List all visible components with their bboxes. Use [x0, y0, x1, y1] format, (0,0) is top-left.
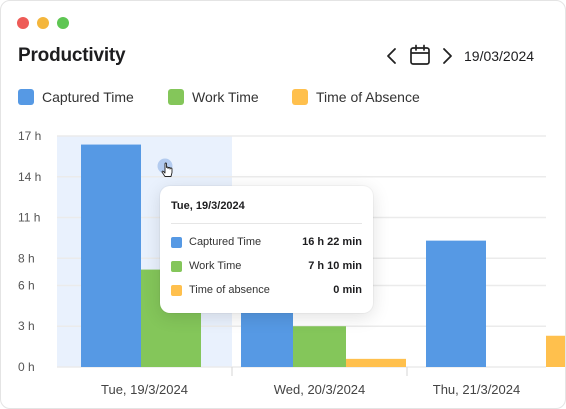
legend-label: Time of Absence	[316, 89, 420, 105]
chevron-left-icon[interactable]	[385, 46, 399, 66]
tooltip-row-work-time: Work Time 7 h 10 min	[171, 260, 362, 274]
bar-time-of-absence	[546, 335, 565, 367]
y-tick-label: 14 h	[18, 170, 41, 184]
y-tick-label: 11 h	[18, 211, 40, 225]
bar-captured-time	[426, 240, 486, 367]
legend-item-work-time[interactable]: Work Time	[168, 89, 259, 105]
x-tick-label: Wed, 20/3/2024	[274, 382, 366, 397]
close-window-button[interactable]	[17, 17, 29, 29]
tooltip-row-value: 16 h 22 min	[302, 236, 362, 248]
bar-work-time	[293, 326, 346, 367]
y-tick-label: 8 h	[18, 251, 35, 265]
legend-swatch	[18, 89, 34, 105]
x-tick-label: Thu, 21/3/2024	[433, 382, 520, 397]
tooltip-divider	[171, 223, 362, 224]
maximize-window-button[interactable]	[57, 17, 69, 29]
tooltip-row-time-of-absence: Time of absence 0 min	[171, 284, 362, 298]
tooltip-row-captured-time: Captured Time 16 h 22 min	[171, 236, 362, 250]
x-tick-label: Tue, 19/3/2024	[101, 382, 188, 397]
y-tick-label: 0 h	[18, 360, 35, 374]
bar-captured-time	[241, 312, 293, 367]
minimize-window-button[interactable]	[37, 17, 49, 29]
selected-date: 19/03/2024	[464, 48, 535, 64]
page-title: Productivity	[18, 45, 126, 66]
legend-swatch	[168, 89, 184, 105]
tooltip-row-label: Captured Time	[189, 236, 262, 248]
legend-label: Work Time	[192, 89, 259, 105]
tooltip-row-label: Time of absence	[189, 284, 270, 296]
tooltip-row-value: 7 h 10 min	[308, 260, 362, 272]
hand-pointer-cursor-icon	[157, 158, 173, 177]
tooltip-swatch	[171, 237, 182, 248]
legend-swatch	[292, 89, 308, 105]
tooltip-title: Tue, 19/3/2024	[171, 200, 245, 212]
y-tick-label: 17 h	[18, 129, 41, 143]
y-tick-label: 6 h	[18, 278, 35, 292]
bar-time-of-absence	[346, 358, 406, 367]
tooltip-row-value: 0 min	[333, 284, 362, 296]
calendar-icon[interactable]	[409, 44, 431, 66]
y-tick-label: 3 h	[18, 319, 35, 333]
tooltip-row-label: Work Time	[189, 260, 242, 272]
legend-label: Captured Time	[42, 89, 134, 105]
legend-item-captured-time[interactable]: Captured Time	[18, 89, 134, 105]
legend-item-time-of-absence[interactable]: Time of Absence	[292, 89, 420, 105]
tooltip-swatch	[171, 285, 182, 296]
chevron-right-icon[interactable]	[440, 46, 454, 66]
chart-tooltip: Tue, 19/3/2024 Captured Time 16 h 22 min…	[160, 186, 373, 313]
tooltip-swatch	[171, 261, 182, 272]
bar-captured-time	[81, 144, 141, 367]
